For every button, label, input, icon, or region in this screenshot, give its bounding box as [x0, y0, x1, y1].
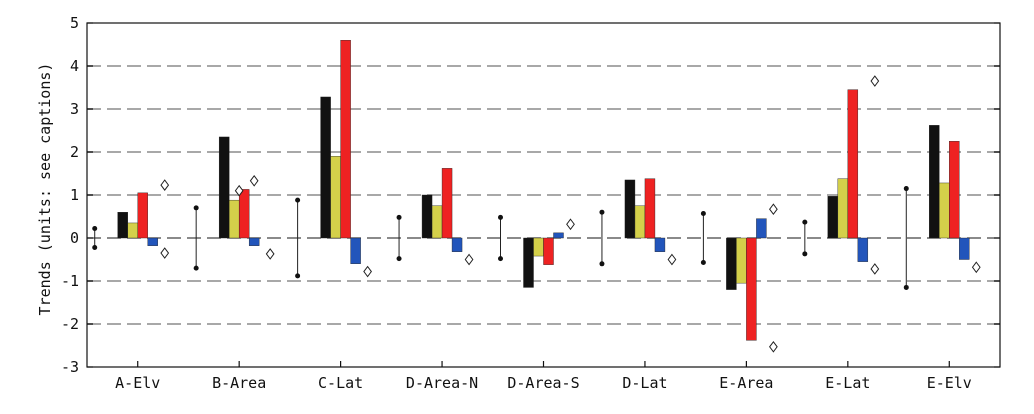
bar-layer: [117, 40, 970, 341]
bar-D-Area-N-s2: [431, 205, 443, 239]
whisker-bottom-D-Area-N: [396, 256, 402, 262]
bar-D-Area-N-s4: [451, 237, 463, 252]
diamond-marker-D-Area-S-0: [566, 218, 575, 231]
bar-D-Area-S-s1: [523, 237, 534, 288]
axis-layer: -3 -2 -1 0 1 2 3 4 5 A-Elv B-Area C-Lat D-Area-N D-Ar…: [61, 14, 1001, 392]
diamond-marker-A-Elv-1: [160, 247, 170, 259]
diamond-marker-E-Area-1: [769, 340, 778, 353]
bar-B-Area-s1: [218, 136, 230, 239]
whisker-top-D-Lat: [599, 209, 605, 215]
bar-D-Lat-s1: [624, 179, 636, 239]
x-tick-label-5: D-Lat: [622, 374, 667, 392]
whisker-bottom-C-Lat: [295, 273, 301, 279]
whisker-top-A-Elv: [92, 226, 98, 232]
bar-E-Elv-s3: [949, 141, 960, 239]
whisker-top-B-Area: [193, 205, 199, 211]
bar-E-Elv-s4: [959, 237, 970, 260]
whisker-layer: [92, 186, 909, 290]
whisker-top-D-Area-N: [396, 214, 402, 220]
bar-D-Area-S-s3: [543, 237, 554, 265]
bar-A-Elv-s3: [137, 192, 148, 239]
whisker-bottom-E-Lat: [802, 251, 808, 257]
bar-C-Lat-s3: [340, 40, 351, 239]
bar-A-Elv-s2: [127, 222, 138, 239]
x-tick-label-3: D-Area-N: [406, 374, 478, 392]
x-tick-label-2: C-Lat: [318, 374, 363, 392]
bar-E-Lat-s4: [857, 237, 869, 262]
bar-E-Area-s4: [756, 218, 767, 239]
whisker-top-E-Lat: [802, 219, 808, 225]
diamond-marker-D-Area-N-0: [464, 253, 474, 266]
bar-C-Lat-s2: [330, 156, 341, 239]
bar-E-Lat-s3: [847, 89, 859, 239]
bar-E-Area-s2: [736, 237, 747, 284]
whisker-bottom-E-Elv: [903, 284, 909, 290]
bar-D-Lat-s3: [644, 178, 656, 239]
x-tick-label-7: E-Lat: [825, 374, 870, 392]
bar-B-Area-s4: [248, 237, 260, 246]
whisker-bottom-A-Elv: [92, 244, 98, 250]
bar-E-Area-s1: [726, 237, 737, 290]
bar-B-Area-s3: [238, 189, 250, 239]
bar-D-Lat-s4: [654, 237, 666, 252]
whisker-top-C-Lat: [295, 197, 301, 203]
diamond-marker-B-Area-0: [234, 184, 244, 197]
y-tick-label--1: -1: [61, 272, 79, 290]
x-tick-label-0: A-Elv: [115, 374, 160, 392]
diamond-marker-C-Lat-0: [363, 265, 372, 278]
y-tick-label-2: 2: [70, 143, 79, 161]
bar-C-Lat-s4: [350, 237, 361, 264]
x-tick-label-8: E-Elv: [927, 374, 972, 392]
y-tick-label--3: -3: [61, 358, 79, 376]
bar-E-Lat-s2: [837, 178, 849, 239]
bar-A-Elv-s4: [147, 237, 158, 246]
diamond-marker-B-Area-2: [265, 248, 275, 260]
diamond-marker-B-Area-1: [249, 174, 259, 187]
whisker-bottom-E-Area: [700, 260, 706, 266]
x-tick-label-4: D-Area-S: [507, 374, 579, 392]
diamond-marker-E-Lat-0: [870, 75, 880, 87]
diamond-marker-D-Lat-0: [667, 253, 677, 266]
marker-layer: [160, 75, 981, 353]
diamond-marker-E-Lat-1: [870, 263, 880, 275]
whisker-top-D-Area-S: [498, 214, 503, 220]
y-tick-label-4: 4: [70, 57, 79, 75]
y-tick-label-3: 3: [70, 100, 79, 118]
diamond-marker-A-Elv-0: [160, 179, 170, 191]
bar-B-Area-s2: [228, 199, 240, 239]
y-axis-title: Trends (units: see captions): [36, 63, 54, 316]
whisker-top-E-Elv: [903, 186, 909, 192]
bar-C-Lat-s1: [320, 96, 331, 239]
diamond-marker-E-Elv-0: [971, 261, 981, 274]
bar-D-Lat-s2: [634, 205, 646, 239]
bar-D-Area-S-s2: [533, 237, 544, 257]
bar-A-Elv-s1: [117, 211, 128, 239]
bar-D-Area-N-s3: [441, 168, 453, 239]
whisker-bottom-B-Area: [193, 265, 199, 271]
y-tick-label-0: 0: [70, 229, 79, 247]
whisker-bottom-D-Area-S: [498, 256, 503, 262]
bar-E-Lat-s1: [827, 196, 839, 239]
bar-E-Elv-s2: [939, 182, 950, 239]
whisker-bottom-D-Lat: [599, 261, 605, 267]
bar-D-Area-N-s1: [421, 194, 433, 239]
x-tick-label-1: B-Area: [212, 374, 266, 392]
bar-E-Area-s3: [746, 237, 757, 341]
x-tick-label-6: E-Area: [719, 374, 773, 392]
bar-E-Elv-s1: [929, 125, 940, 239]
diamond-marker-E-Area-0: [769, 203, 778, 216]
whisker-top-E-Area: [700, 210, 706, 216]
bar-D-Area-S-s4: [553, 232, 564, 239]
y-tick-label--2: -2: [61, 315, 79, 333]
y-tick-label-5: 5: [70, 14, 79, 32]
y-tick-label-1: 1: [70, 186, 79, 204]
